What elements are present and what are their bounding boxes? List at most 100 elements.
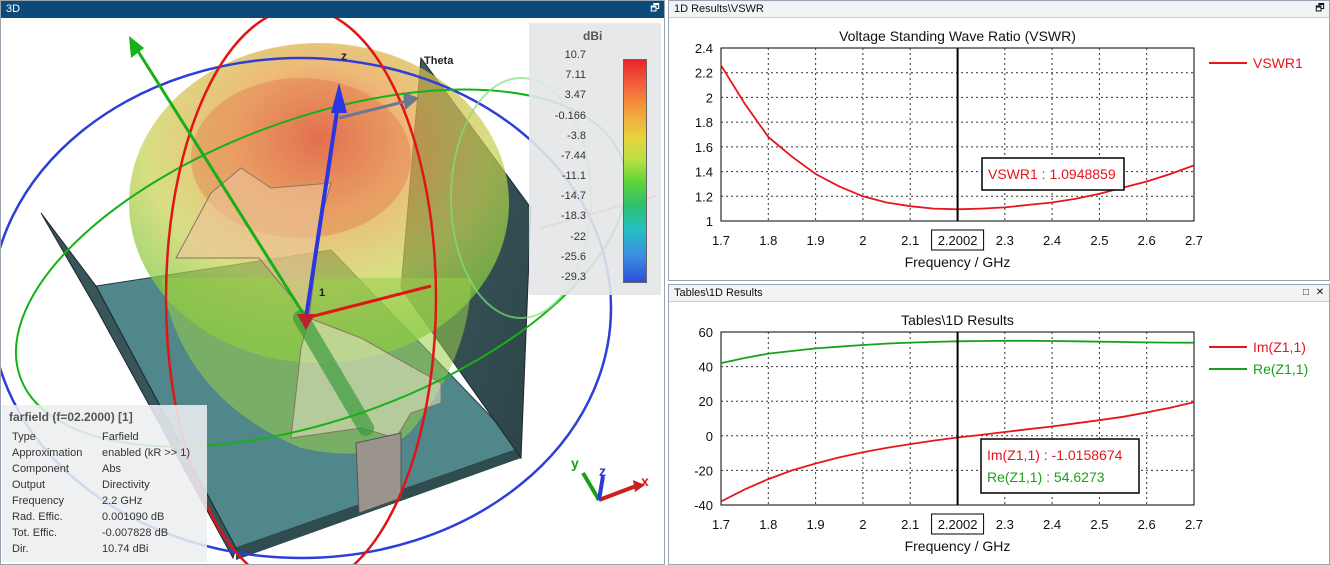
panel-vswr-titlebar[interactable]: 1D Results\VSWR 🗗 [669, 1, 1329, 18]
x-tick-label: 2 [859, 517, 866, 532]
maximize-icon[interactable]: □ [1302, 287, 1310, 298]
triad-z: z [599, 463, 606, 479]
impedance-chart[interactable]: Tables\1D Results 1.7 1.8 1.9 2 2.1 2.2002 2.3 2… [669, 302, 1329, 564]
info-key: Component [12, 463, 69, 475]
info-value: 2.2 GHz [102, 495, 143, 507]
red-axis [305, 284, 432, 320]
marker-annotation-box [980, 438, 1140, 494]
x-tick-label: 1.8 [759, 233, 777, 248]
panel-3d-title: 3D [6, 3, 21, 15]
restore-icon[interactable]: 🗗 [1315, 3, 1325, 14]
info-key: Output [12, 479, 46, 491]
x-tick-label: 2.3 [996, 517, 1014, 532]
x-tick-label: 2.7 [1185, 517, 1203, 532]
x-axis-label: Frequency / GHz [905, 254, 1011, 270]
triad-x: x [641, 473, 649, 489]
panel-3d: 3D 🗗 [0, 0, 665, 565]
info-key: Tot. Effic. [12, 527, 58, 539]
marker-annotation-text: VSWR1 : 1.0948859 [988, 166, 1116, 182]
x-tick-label: 2.4 [1043, 517, 1061, 532]
colorbar: dBi 10.7 7.11 3.47 -0.166 -3.8 -7.44 -11.1 -14.… [529, 23, 661, 295]
theta-arrow-head [403, 92, 419, 110]
x-tick-label: 2.2002 [938, 517, 978, 532]
close-icon[interactable]: ✕ [1315, 287, 1325, 298]
panel-tables: Tables\1D Results □ ✕ Tables\1D Results 1… [668, 284, 1330, 565]
y-tick-label: -40 [694, 498, 713, 513]
x-tick-label: 2.1 [901, 517, 919, 532]
chart-title: Voltage Standing Wave Ratio (VSWR) [839, 28, 1076, 44]
chart-title: Tables\1D Results [901, 312, 1014, 328]
legend-label: VSWR1 [1253, 55, 1303, 71]
marker-annotation-box [981, 157, 1125, 191]
y-tick-label: 40 [699, 360, 713, 375]
x-tick-label: 2.6 [1138, 233, 1156, 248]
farfield-info-title: farfield (f=02.2000) [1] [9, 410, 133, 424]
feed-point [297, 314, 315, 330]
colorbar-tick: 7.11 [565, 69, 586, 82]
x-tick-label: 1.7 [712, 517, 730, 532]
info-value: 0.001090 dB [102, 511, 165, 523]
axis-triad[interactable]: x y z [571, 455, 649, 502]
x-tick-label: 2.6 [1138, 517, 1156, 532]
info-value: Abs [102, 463, 121, 475]
y-tick-label: 2.2 [695, 66, 713, 81]
port-label: 1 [319, 287, 325, 299]
x-tick-label: 1.7 [712, 233, 730, 248]
green-axis [134, 47, 308, 319]
x-tick-label: 2.2002 [938, 233, 978, 248]
marker-x-box [931, 513, 985, 535]
info-value: Farfield [102, 431, 139, 443]
colorbar-tick: -14.7 [560, 190, 586, 203]
marker-x-box [931, 229, 985, 251]
triad-y: y [571, 455, 579, 471]
x-tick-label: 1.9 [807, 233, 825, 248]
panel-vswr-title: 1D Results\VSWR [674, 3, 764, 15]
restore-icon[interactable]: 🗗 [650, 3, 660, 14]
x-tick-label: 2.5 [1090, 517, 1108, 532]
axis-label-z: z [341, 49, 347, 63]
colorbar-tick: -0.166 [554, 109, 586, 122]
green-axis-head [129, 36, 144, 58]
theta-arrow [338, 98, 412, 120]
info-key: Type [12, 431, 36, 443]
colorbar-gradient [623, 59, 647, 283]
y-tick-label: 1 [706, 214, 713, 229]
marker-annotation-text: Re(Z1,1) : 54.6273 [987, 469, 1105, 485]
y-tick-label: 1.2 [695, 189, 713, 204]
legend-label: Im(Z1,1) [1253, 339, 1306, 355]
x-tick-label: 2.7 [1185, 233, 1203, 248]
z-axis-head [331, 83, 347, 113]
marker-annotation-text: Im(Z1,1) : -1.0158674 [987, 447, 1123, 463]
x-tick-label: 1.9 [807, 517, 825, 532]
info-key: Dir. [12, 543, 29, 555]
x-tick-label: 2.4 [1043, 233, 1061, 248]
colorbar-tick: -18.3 [560, 210, 586, 223]
x-tick-label: 2.5 [1090, 233, 1108, 248]
axis-label-theta: Theta [424, 55, 454, 67]
info-value: enabled (kR >> 1) [102, 447, 191, 459]
colorbar-tick: -3.8 [567, 129, 586, 142]
info-key: Rad. Effic. [12, 511, 63, 523]
x-tick-label: 2.1 [901, 233, 919, 248]
vswr-chart[interactable]: Voltage Standing Wave Ratio (VSWR) 1.7 1.8… [669, 18, 1329, 280]
panel-3d-titlebar[interactable]: 3D 🗗 [1, 1, 664, 18]
x-axis-label: Frequency / GHz [905, 538, 1011, 554]
panel-vswr: 1D Results\VSWR 🗗 Voltage Standing Wave … [668, 0, 1330, 281]
feed-post [355, 432, 402, 514]
info-key: Approximation [12, 447, 83, 459]
info-value: 10.74 dBi [102, 543, 149, 555]
panel-tables-titlebar[interactable]: Tables\1D Results □ ✕ [669, 285, 1329, 302]
colorbar-unit: dBi [583, 29, 603, 43]
y-tick-label: 1.6 [695, 140, 713, 155]
y-tick-label: 60 [699, 325, 713, 340]
legend-label: Re(Z1,1) [1253, 361, 1308, 377]
y-tick-label: 2 [706, 90, 713, 105]
colorbar-tick: -25.6 [560, 250, 586, 263]
panel-tables-title: Tables\1D Results [674, 287, 763, 299]
info-value: Directivity [102, 479, 150, 491]
y-tick-label: 2.4 [695, 41, 713, 56]
x-tick-label: 1.8 [759, 517, 777, 532]
colorbar-tick: -22 [570, 230, 586, 243]
y-tick-label: 1.4 [695, 165, 713, 180]
info-value: -0.007828 dB [102, 527, 169, 539]
